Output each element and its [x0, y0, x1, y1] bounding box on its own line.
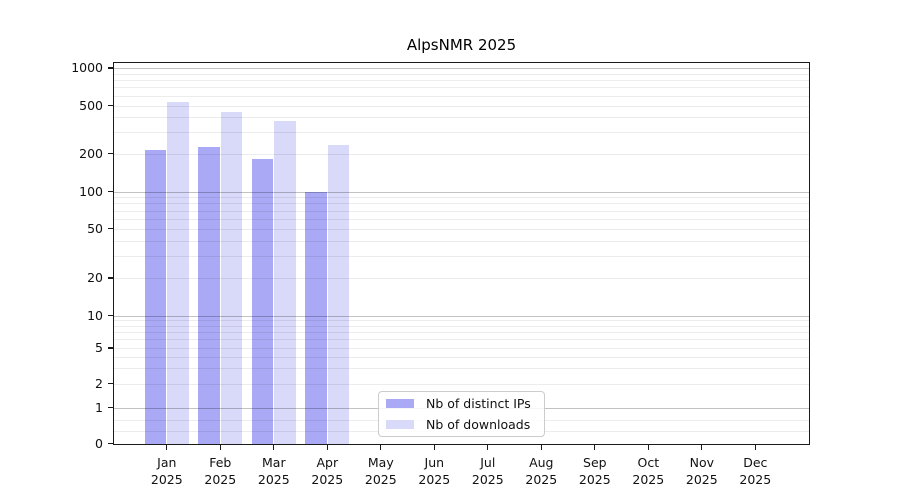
gridline-y-700 — [113, 87, 810, 89]
x-tick-label-0: Jan 2025 — [150, 455, 183, 487]
y-tick-label-1: 1 — [95, 399, 103, 415]
legend: Nb of distinct IPs Nb of downloads — [378, 391, 545, 437]
y-tick-mark-500 — [108, 104, 113, 107]
y-tick-label-2: 2 — [95, 375, 103, 391]
gridline-y-70 — [113, 210, 810, 212]
x-tick-label-2: Mar 2025 — [257, 455, 290, 487]
x-tick-label-8: Sep 2025 — [578, 455, 611, 487]
gridline-y-200 — [113, 153, 810, 155]
y-tick-label-5: 5 — [95, 340, 103, 355]
gridline-y-10 — [113, 315, 810, 317]
gridline-y-300 — [113, 132, 810, 134]
gridline-y-900 — [113, 73, 810, 75]
x-tick-label-7: Aug 2025 — [525, 455, 558, 487]
gridline-y-800 — [113, 80, 810, 82]
bar-distinct-ips-3 — [305, 191, 327, 445]
y-tick-label-500: 500 — [79, 97, 103, 113]
x-tick-label-1: Feb 2025 — [204, 455, 237, 487]
legend-item-downloads: Nb of downloads — [386, 416, 536, 434]
y-tick-mark-2 — [108, 382, 113, 385]
x-tick-mark-2 — [273, 445, 275, 450]
gridline-y-5 — [113, 348, 810, 349]
bar-downloads-0 — [167, 102, 189, 445]
y-tick-label-10: 10 — [87, 307, 103, 323]
bars-layer — [113, 62, 810, 445]
y-tick-mark-50 — [108, 227, 113, 230]
x-tick-mark-8 — [594, 445, 596, 450]
x-tick-mark-11 — [754, 445, 756, 450]
x-tick-mark-3 — [326, 445, 328, 450]
gridline-y-20 — [113, 278, 810, 279]
x-tick-mark-1 — [219, 445, 221, 450]
plot-frame — [113, 62, 810, 445]
gridline-y-100 — [113, 191, 810, 193]
legend-swatch-downloads — [386, 419, 414, 429]
y-tick-mark-0 — [108, 442, 113, 445]
y-tick-mark-1000 — [108, 67, 113, 69]
y-tick-mark-20 — [108, 277, 113, 279]
gridline-y-60 — [113, 218, 810, 220]
legend-label-distinct-ips: Nb of distinct IPs — [426, 396, 531, 412]
y-tick-mark-200 — [108, 152, 113, 155]
gridline-y-8 — [113, 325, 810, 327]
gridline-y-9 — [113, 320, 810, 322]
x-tick-mark-5 — [433, 445, 435, 450]
legend-item-distinct-ips: Nb of distinct IPs — [386, 395, 536, 413]
y-tick-mark-1 — [108, 406, 113, 409]
y-tick-label-1000: 1000 — [71, 60, 103, 75]
plot-area — [113, 62, 810, 445]
x-tick-mark-9 — [647, 445, 649, 450]
gridline-y-30 — [113, 256, 810, 258]
chart-title: AlpsNMR 2025 — [406, 36, 517, 54]
y-tick-label-200: 200 — [79, 145, 103, 161]
x-tick-label-5: Jun 2025 — [418, 455, 451, 487]
y-tick-label-0: 0 — [95, 435, 103, 451]
gridline-y-90 — [113, 197, 810, 199]
y-tick-mark-5 — [108, 347, 113, 349]
y-tick-label-20: 20 — [87, 270, 103, 285]
gridline-y-3 — [113, 367, 810, 369]
x-tick-label-9: Oct 2025 — [632, 455, 665, 487]
x-tick-mark-10 — [701, 445, 703, 450]
x-tick-mark-6 — [487, 445, 489, 450]
x-tick-label-4: May 2025 — [364, 455, 397, 487]
x-tick-label-3: Apr 2025 — [311, 455, 344, 487]
gridline-y-80 — [113, 203, 810, 205]
bar-downloads-3 — [327, 145, 350, 445]
x-tick-mark-0 — [166, 445, 168, 450]
x-tick-label-10: Nov 2025 — [685, 455, 718, 487]
x-tick-mark-7 — [540, 445, 542, 450]
gridline-y-7 — [113, 332, 810, 334]
y-tick-label-50: 50 — [87, 220, 103, 236]
bar-downloads-2 — [274, 121, 296, 445]
legend-swatch-distinct-ips — [386, 399, 414, 409]
legend-label-downloads: Nb of downloads — [426, 416, 531, 432]
gridline-y-40 — [113, 240, 810, 242]
bar-distinct-ips-2 — [251, 159, 274, 445]
y-tick-mark-10 — [108, 314, 113, 317]
bar-distinct-ips-0 — [144, 149, 167, 445]
gridline-y-600 — [113, 95, 810, 97]
gridline-y-1000 — [113, 68, 810, 69]
bar-distinct-ips-1 — [198, 147, 220, 445]
bar-downloads-1 — [220, 112, 243, 445]
x-tick-label-11: Dec 2025 — [739, 455, 772, 487]
x-tick-mark-4 — [380, 445, 382, 450]
gridline-y-50 — [113, 228, 810, 230]
y-tick-label-100: 100 — [79, 183, 103, 199]
gridline-y-2 — [113, 383, 810, 385]
gridline-y-400 — [113, 117, 810, 119]
gridline-y-500 — [113, 105, 810, 107]
gridline-y-6 — [113, 339, 810, 341]
gridline-y-4 — [113, 356, 810, 358]
x-tick-label-6: Jul 2025 — [471, 455, 504, 487]
y-tick-mark-100 — [108, 190, 113, 193]
